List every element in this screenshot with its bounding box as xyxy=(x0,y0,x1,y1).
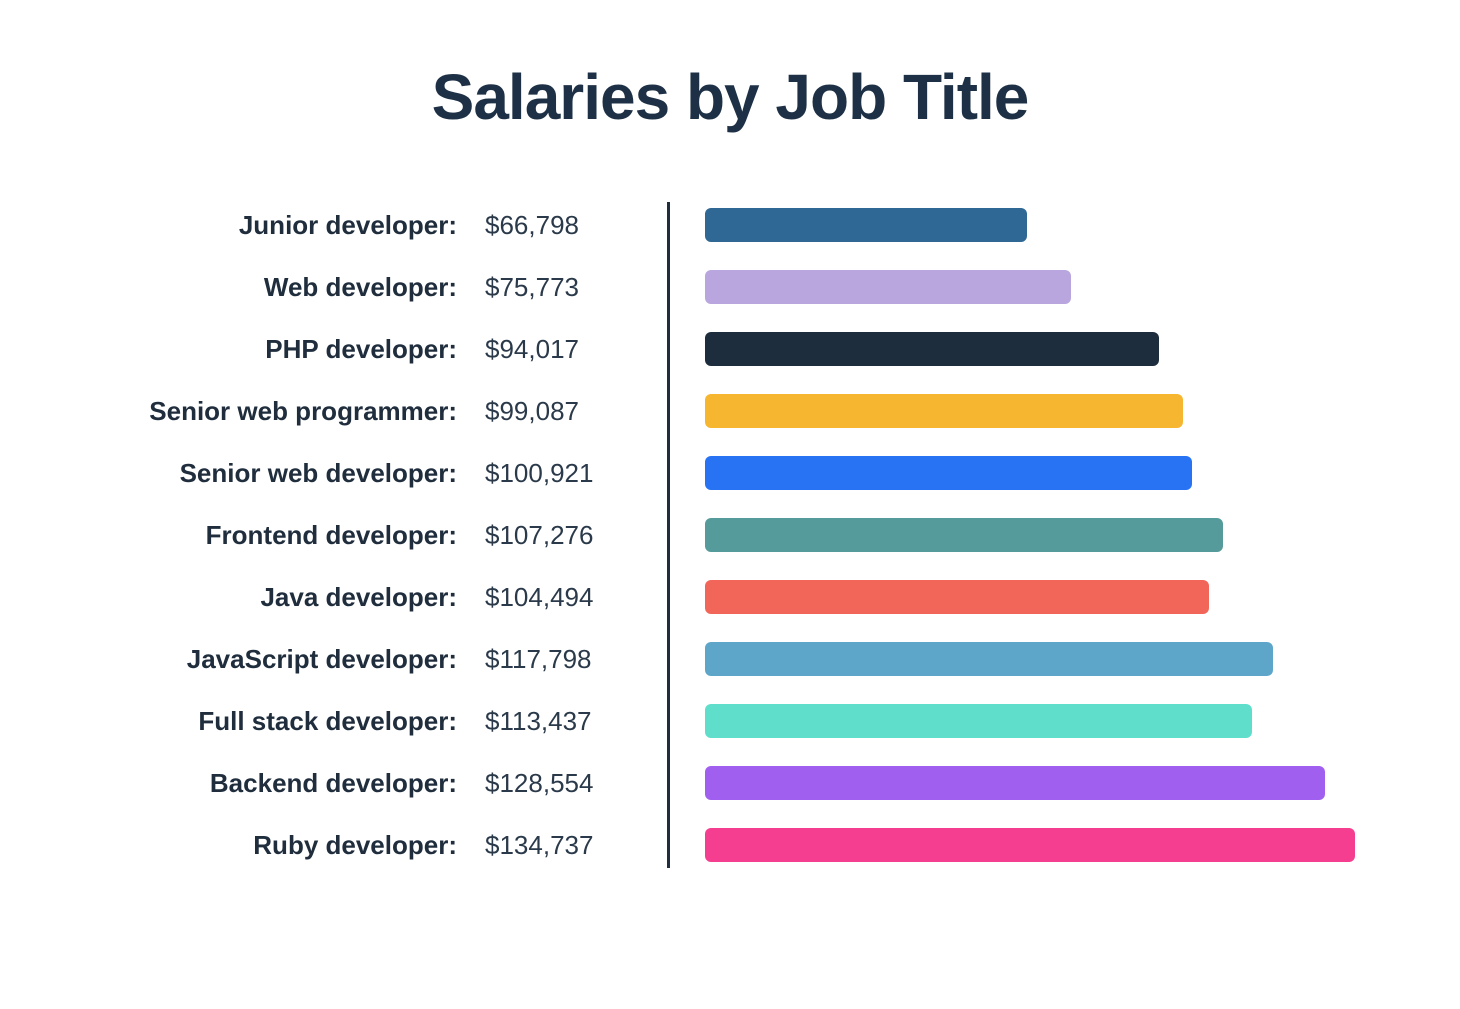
divider-column xyxy=(635,504,705,566)
bar xyxy=(705,642,1273,676)
bar-column xyxy=(705,642,1370,676)
bar-column xyxy=(705,518,1370,552)
row-label: Backend developer: xyxy=(90,768,485,799)
chart-row: JavaScript developer:$117,798 xyxy=(90,628,1370,690)
bar xyxy=(705,518,1223,552)
bar xyxy=(705,580,1209,614)
divider-line xyxy=(667,814,670,868)
divider-line xyxy=(667,380,670,442)
row-label: Web developer: xyxy=(90,272,485,303)
row-label: Senior web developer: xyxy=(90,458,485,489)
bar-column xyxy=(705,208,1370,242)
row-label: JavaScript developer: xyxy=(90,644,485,675)
divider-column xyxy=(635,194,705,256)
bar xyxy=(705,208,1027,242)
bar-column xyxy=(705,580,1370,614)
divider-line xyxy=(667,256,670,318)
row-label: PHP developer: xyxy=(90,334,485,365)
divider-line xyxy=(667,202,670,256)
chart-row: Senior web programmer:$99,087 xyxy=(90,380,1370,442)
divider-column xyxy=(635,442,705,504)
divider-column xyxy=(635,380,705,442)
row-value: $128,554 xyxy=(485,768,635,799)
divider-line xyxy=(667,628,670,690)
row-value: $94,017 xyxy=(485,334,635,365)
bar xyxy=(705,456,1192,490)
bar-column xyxy=(705,704,1370,738)
divider-column xyxy=(635,256,705,318)
divider-column xyxy=(635,690,705,752)
bar xyxy=(705,704,1252,738)
chart-row: Java developer:$104,494 xyxy=(90,566,1370,628)
salary-chart: Salaries by Job Title Junior developer:$… xyxy=(90,60,1370,876)
chart-title: Salaries by Job Title xyxy=(90,60,1370,134)
bar xyxy=(705,766,1325,800)
chart-row: Senior web developer:$100,921 xyxy=(90,442,1370,504)
row-value: $75,773 xyxy=(485,272,635,303)
row-value: $107,276 xyxy=(485,520,635,551)
chart-row: Full stack developer:$113,437 xyxy=(90,690,1370,752)
divider-column xyxy=(635,628,705,690)
row-label: Ruby developer: xyxy=(90,830,485,861)
row-value: $104,494 xyxy=(485,582,635,613)
row-label: Junior developer: xyxy=(90,210,485,241)
divider-column xyxy=(635,814,705,876)
divider-line xyxy=(667,566,670,628)
bar xyxy=(705,332,1159,366)
row-value: $134,737 xyxy=(485,830,635,861)
bar-column xyxy=(705,394,1370,428)
row-value: $100,921 xyxy=(485,458,635,489)
chart-row: Web developer:$75,773 xyxy=(90,256,1370,318)
bar xyxy=(705,270,1071,304)
chart-row: Junior developer:$66,798 xyxy=(90,194,1370,256)
divider-line xyxy=(667,318,670,380)
chart-row: Ruby developer:$134,737 xyxy=(90,814,1370,876)
bar-column xyxy=(705,766,1370,800)
row-value: $117,798 xyxy=(485,644,635,675)
row-label: Frontend developer: xyxy=(90,520,485,551)
bar xyxy=(705,828,1355,862)
bar-column xyxy=(705,270,1370,304)
chart-row: Frontend developer:$107,276 xyxy=(90,504,1370,566)
bar xyxy=(705,394,1183,428)
bar-column xyxy=(705,828,1370,862)
chart-rows: Junior developer:$66,798Web developer:$7… xyxy=(90,194,1370,876)
row-label: Full stack developer: xyxy=(90,706,485,737)
divider-column xyxy=(635,566,705,628)
chart-row: Backend developer:$128,554 xyxy=(90,752,1370,814)
row-value: $99,087 xyxy=(485,396,635,427)
row-value: $113,437 xyxy=(485,706,635,737)
divider-column xyxy=(635,752,705,814)
bar-column xyxy=(705,332,1370,366)
divider-line xyxy=(667,690,670,752)
bar-column xyxy=(705,456,1370,490)
row-label: Senior web programmer: xyxy=(90,396,485,427)
chart-row: PHP developer:$94,017 xyxy=(90,318,1370,380)
divider-line xyxy=(667,752,670,814)
row-label: Java developer: xyxy=(90,582,485,613)
divider-line xyxy=(667,442,670,504)
row-value: $66,798 xyxy=(485,210,635,241)
divider-line xyxy=(667,504,670,566)
divider-column xyxy=(635,318,705,380)
